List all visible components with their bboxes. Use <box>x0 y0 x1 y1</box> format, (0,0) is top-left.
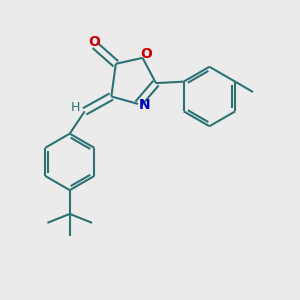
Text: H: H <box>71 101 80 114</box>
Text: N: N <box>139 98 151 112</box>
Text: O: O <box>140 47 152 61</box>
Text: O: O <box>88 35 101 49</box>
